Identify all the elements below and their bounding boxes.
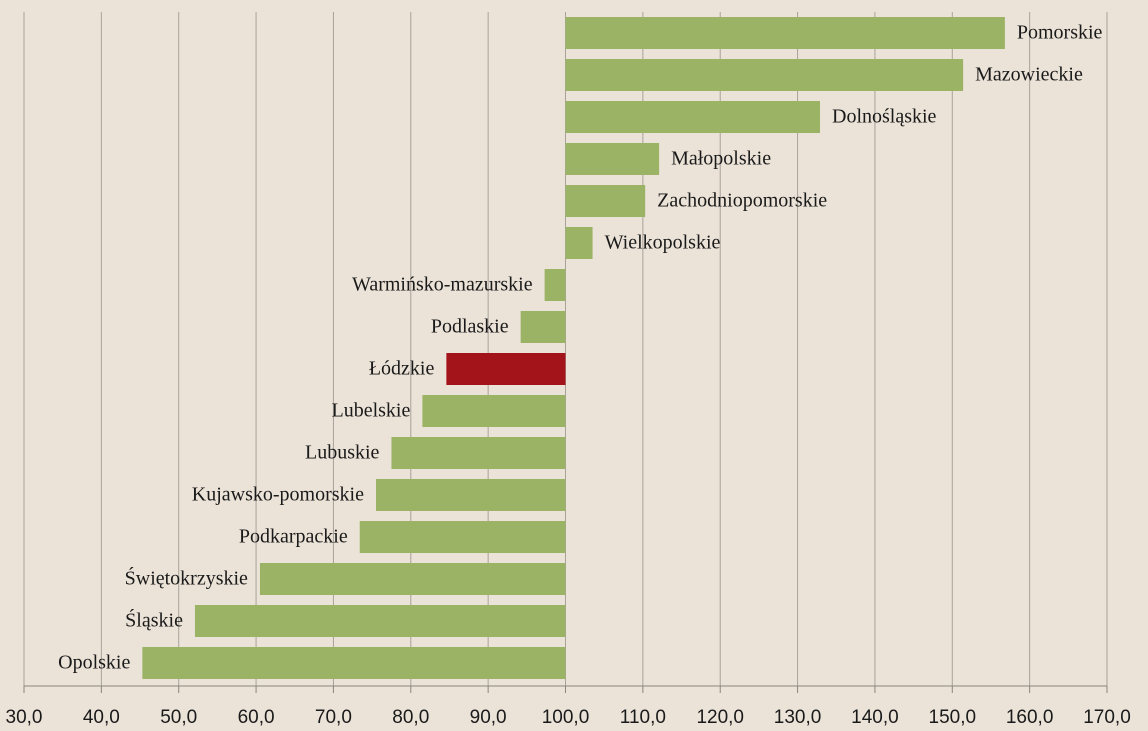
x-tick-label: 130,0 xyxy=(774,707,822,728)
x-tick-label: 50,0 xyxy=(160,707,197,728)
category-label: Wielkopolskie xyxy=(605,232,721,254)
bar xyxy=(375,479,566,511)
bar xyxy=(142,647,566,679)
category-label: Podlaskie xyxy=(431,316,509,338)
bar xyxy=(259,563,566,595)
category-label: Kujawsko-pomorskie xyxy=(192,484,364,506)
bar xyxy=(520,311,566,343)
x-tick-label: 30,0 xyxy=(6,707,43,728)
bar xyxy=(565,17,1005,49)
bar xyxy=(565,59,964,91)
category-label: Lubuskie xyxy=(305,442,380,464)
bar xyxy=(446,353,566,385)
category-label: Lubelskie xyxy=(332,400,411,422)
category-label: Podkarpackie xyxy=(239,526,348,548)
x-tick-label: 80,0 xyxy=(392,707,429,728)
bar xyxy=(544,269,566,301)
category-label: Mazowieckie xyxy=(975,64,1083,86)
category-label: Małopolskie xyxy=(671,148,771,170)
x-tick-label: 120,0 xyxy=(696,707,744,728)
category-label: Świętokrzyskie xyxy=(125,566,248,590)
bar xyxy=(359,521,566,553)
category-label: Dolnośląskie xyxy=(832,106,937,128)
bar xyxy=(565,101,821,133)
x-tick-label: 100,0 xyxy=(542,707,590,728)
bar xyxy=(194,605,566,637)
bar xyxy=(565,227,593,259)
x-tick-label: 160,0 xyxy=(1006,707,1054,728)
category-label: Opolskie xyxy=(58,652,130,674)
bar xyxy=(422,395,566,427)
x-tick-label: 90,0 xyxy=(470,707,507,728)
category-label: Łódzkie xyxy=(369,358,435,380)
x-tick-label: 150,0 xyxy=(929,707,977,728)
category-label: Śląskie xyxy=(125,608,183,632)
category-label: Pomorskie xyxy=(1017,22,1103,44)
bar xyxy=(391,437,566,469)
x-tick-label: 70,0 xyxy=(315,707,352,728)
x-tick-label: 140,0 xyxy=(851,707,899,728)
bar xyxy=(565,143,660,175)
bar xyxy=(565,185,646,217)
x-tick-label: 40,0 xyxy=(83,707,120,728)
category-label: Warmińsko-mazurskie xyxy=(352,274,533,296)
x-tick-label: 170,0 xyxy=(1083,707,1131,728)
x-tick-label: 60,0 xyxy=(238,707,275,728)
category-label: Zachodniopomorskie xyxy=(657,190,827,212)
x-tick-label: 110,0 xyxy=(620,707,666,728)
